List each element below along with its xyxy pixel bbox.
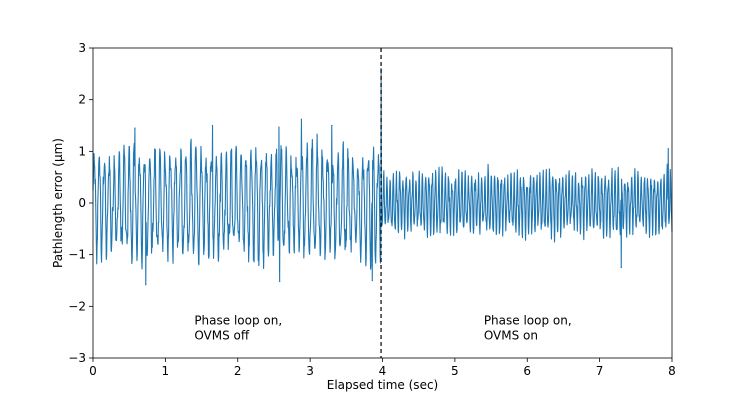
- annotation-line: Phase loop on,: [484, 313, 572, 327]
- x-axis-label: Elapsed time (sec): [327, 378, 438, 392]
- annotation-line: Phase loop on,: [194, 313, 282, 327]
- y-tick-label: −2: [68, 299, 86, 313]
- data-point: [278, 126, 280, 128]
- y-tick-label: 0: [78, 196, 86, 210]
- y-tick-label: −3: [68, 351, 86, 365]
- annotation: Phase loop on,OVMS off: [194, 313, 282, 342]
- data-point: [134, 127, 136, 129]
- y-tick-label: 2: [78, 93, 86, 107]
- plot-area: [92, 68, 673, 286]
- series-line: [92, 68, 673, 286]
- y-tick-label: 3: [78, 41, 86, 55]
- y-tick-label: −1: [68, 248, 86, 262]
- y-tick-label: 1: [78, 144, 86, 158]
- x-tick-label: 8: [668, 364, 676, 378]
- data-point: [211, 124, 214, 127]
- data-point: [667, 148, 669, 150]
- data-point: [371, 279, 373, 282]
- y-axis-label: Pathlength error (μm): [51, 138, 65, 268]
- x-axis: 0 1 2 3 4 5 6 7 8: [89, 358, 676, 378]
- x-tick-label: 2: [234, 364, 242, 378]
- y-axis: −3 −2 −1 0 1 2 3: [68, 41, 93, 365]
- data-point: [380, 68, 382, 70]
- x-tick-label: 6: [523, 364, 531, 378]
- x-tick-label: 1: [162, 364, 170, 378]
- annotation-line: OVMS off: [194, 328, 250, 342]
- x-tick-label: 0: [89, 364, 97, 378]
- annotation: Phase loop on,OVMS on: [484, 313, 572, 342]
- annotation-line: OVMS on: [484, 328, 538, 342]
- x-tick-label: 7: [596, 364, 604, 378]
- data-point: [620, 266, 622, 269]
- data-point: [331, 124, 333, 127]
- data-point: [279, 280, 281, 283]
- data-point: [145, 284, 147, 286]
- data-point: [300, 118, 303, 120]
- x-tick-label: 3: [306, 364, 314, 378]
- x-tick-label: 4: [379, 364, 387, 378]
- x-tick-label: 5: [451, 364, 459, 378]
